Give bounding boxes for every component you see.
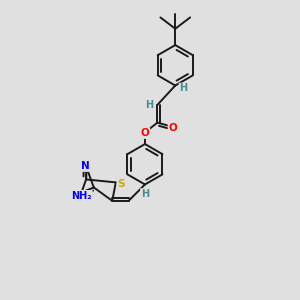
Text: O: O <box>141 128 149 138</box>
Text: H: H <box>179 83 188 94</box>
Text: N: N <box>81 161 90 171</box>
Text: O: O <box>169 123 177 133</box>
Text: S: S <box>117 179 125 189</box>
Text: H: H <box>141 189 149 199</box>
Text: NH₂: NH₂ <box>71 191 92 201</box>
Text: O: O <box>74 191 83 201</box>
Text: H: H <box>145 100 153 110</box>
